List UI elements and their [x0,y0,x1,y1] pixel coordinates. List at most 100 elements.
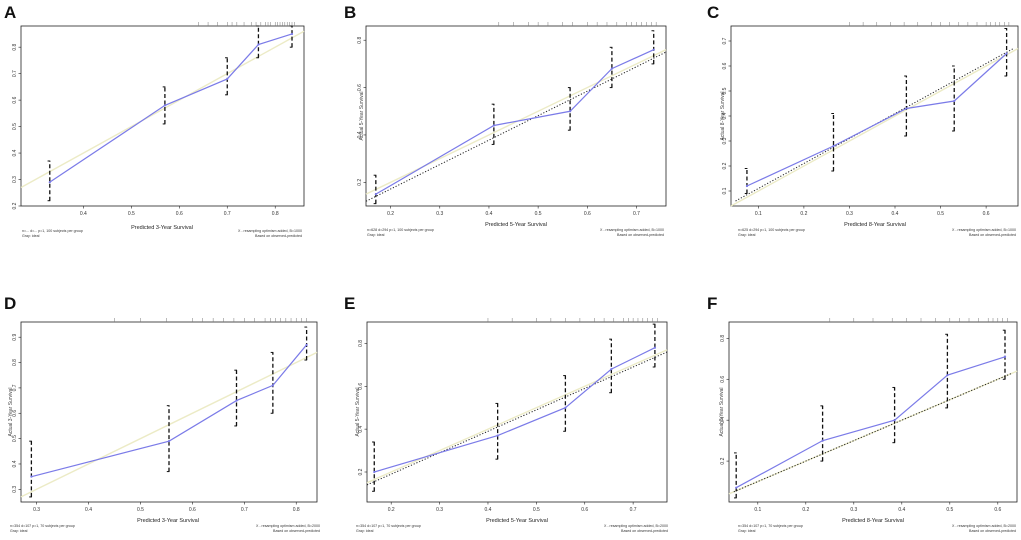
y-tick-label: 0.8 [357,37,363,44]
observed-point [226,77,229,81]
y-tick-label: 0.9 [12,334,18,341]
footer-left-line-2: Gray: ideal [10,529,28,533]
observed-point [821,439,824,442]
x-tick-label: 0.1 [754,507,761,513]
bias-corrected-line [366,351,668,486]
footer-right-line-2: Based on observed-predicted [621,529,668,533]
y-tick-label: 0.3 [12,176,18,183]
panel-letter-e: E [344,294,355,313]
x-tick-label: 0.2 [388,507,395,513]
footer-right-line-1: X - resampling optimism added, B=1000 [238,229,302,233]
footer-right-line-2: Based on observed-predicted [969,529,1016,533]
panel-letter-a: A [4,3,16,22]
x-tick-label: 0.1 [755,211,762,217]
panel-letter-f: F [707,294,717,313]
footer-left-line-1: n=354 d=107 p=1, 70 subjects per group [738,524,803,528]
observed-point [290,32,294,36]
x-tick-label: 0.3 [436,211,443,217]
x-tick-label: 0.3 [33,507,40,513]
y-tick-label: 0.4 [12,460,18,467]
x-tick-label: 0.7 [224,211,231,217]
observed-point [610,67,614,70]
x-tick-label: 0.3 [436,507,443,513]
footer-left-line-1: n=354 d=107 p=1, 70 subjects per group [356,524,421,528]
y-tick-label: 0.7 [722,37,728,44]
observed-point [652,48,655,51]
x-tick-label: 0.4 [484,507,491,513]
ideal-line [730,47,1019,207]
y-tick-label: 0.2 [12,202,18,209]
footer-right-line-2: Based on observed-predicted [969,233,1016,237]
panel-d: D Actual 3-Year Survival Predicted 3-Yea… [4,294,320,533]
observed-point [235,399,238,402]
observed-point [496,434,499,437]
y-tick-label: 0.8 [358,340,364,347]
footer-left-line-2: Gray: ideal [356,529,374,533]
x-tick-label: 0.6 [581,507,588,513]
observed-point [953,99,956,103]
x-tick-label: 0.2 [387,211,394,217]
y-tick-label: 0.4 [722,112,728,119]
y-tick-label: 0.4 [720,416,726,423]
y-tick-label: 0.4 [358,425,364,432]
observed-point [271,384,274,387]
panel-f: F Actual 8-Year Survival Predicted 8-Yea… [707,294,1018,533]
footer-right-line-2: Based on observed-predicted [255,234,302,238]
plot-frame [730,25,1019,207]
x-tick-label: 0.5 [128,211,135,217]
y-tick-label: 0.7 [12,70,18,77]
y-tick-label: 0.6 [12,410,18,417]
x-tick-label: 0.5 [137,507,144,513]
y-tick-label: 0.5 [12,435,18,442]
footer-right-line-1: X - resampling optimism added, B=2000 [256,524,320,528]
observed-point [1003,355,1007,358]
x-tick-label: 0.3 [850,507,857,513]
x-tick-label: 0.7 [630,507,637,513]
y-axis-label: Actual 5-Year Survival [355,387,361,436]
y-axis-label: Actual 3-Year Survival [8,387,14,436]
observed-point [1005,52,1008,55]
x-tick-label: 0.5 [533,507,540,513]
y-tick-label: 0.2 [720,457,726,464]
x-axis-label: Predicted 5-Year Survival [486,518,548,524]
panel-c: C Actual 8-Year Survival Predicted 8-Yea… [707,3,1019,237]
plot-frame [20,321,318,503]
x-tick-label: 0.6 [983,211,990,217]
footer-left-line-1: n=354 d=107 p=1, 70 subjects per group [10,524,75,528]
y-axis-label: Actual 5-Year Survival [359,91,365,140]
observed-point [893,419,896,422]
x-tick-label: 0.4 [485,211,492,217]
x-tick-label: 0.7 [241,507,248,513]
footer-left-line-1: n=... d=... p=1, 100 subjects per group [22,229,83,233]
x-tick-label: 0.8 [293,507,300,513]
x-tick-label: 0.4 [898,507,905,513]
plot-frame [366,321,668,503]
observed-point [653,346,657,349]
bias-corrected-line [735,48,1014,202]
x-tick-label: 0.5 [535,211,542,217]
y-tick-label: 0.1 [722,187,728,194]
x-tick-label: 0.6 [176,211,183,217]
x-tick-label: 0.7 [633,211,640,217]
x-tick-label: 0.6 [584,211,591,217]
x-tick-label: 0.5 [946,507,953,513]
plot-frame [20,25,305,207]
panel-letter-b: B [344,3,356,22]
observed-line [735,356,1006,489]
y-tick-label: 0.5 [12,123,18,130]
observed-point [564,406,567,409]
observed-point [735,486,738,489]
x-tick-label: 0.5 [937,211,944,217]
footer-left-line-2: Gray: ideal [367,233,385,237]
y-tick-label: 0.3 [12,486,18,493]
y-tick-label: 0.6 [722,62,728,69]
y-tick-label: 0.4 [357,131,363,138]
observed-point [257,43,260,46]
y-tick-label: 0.7 [12,384,18,391]
footer-left-line-1: n=628 d=294 p=1, 100 subjects per group [367,228,434,232]
footer-left-line-2: Gray: ideal [22,234,40,238]
footer-left-line-1: n=625 d=294 p=1, 100 subjects per group [738,228,805,232]
bias-corrected-line [365,51,667,202]
y-tick-label: 0.6 [358,383,364,390]
